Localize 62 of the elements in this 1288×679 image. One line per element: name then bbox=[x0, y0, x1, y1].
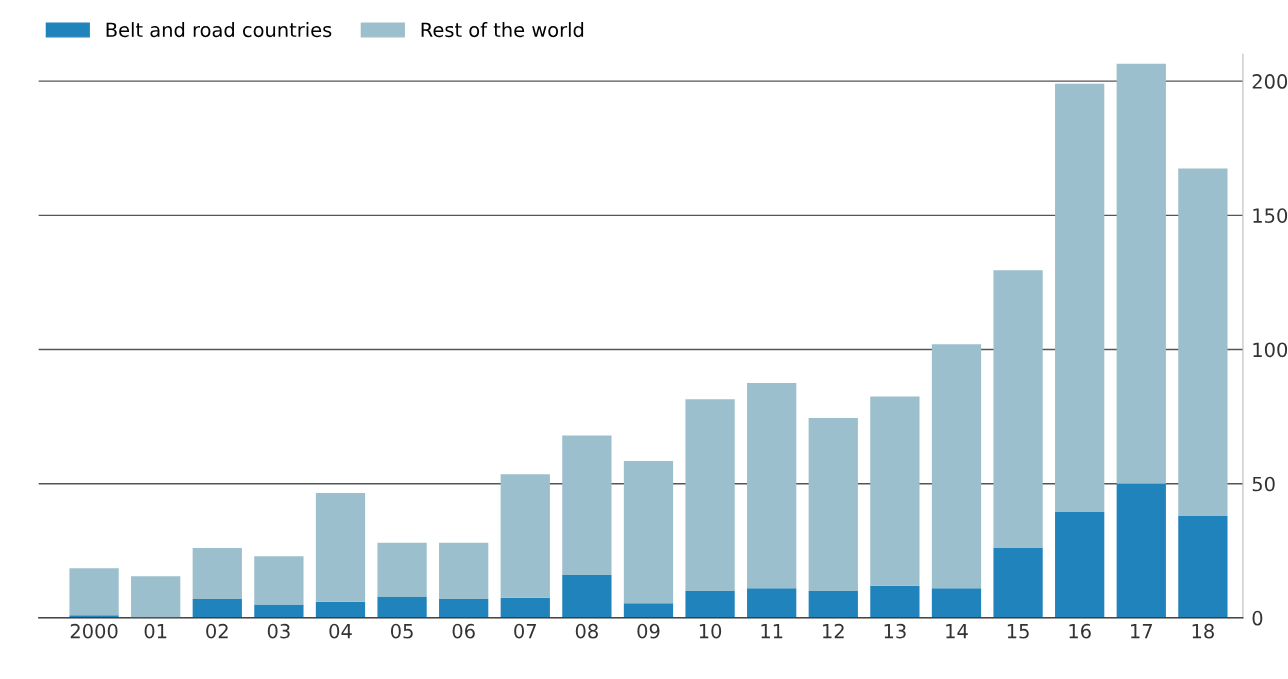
x-tick-label: 02 bbox=[206, 623, 228, 639]
x-tick-label: 12 bbox=[823, 623, 844, 639]
x-tick-label: 10 bbox=[699, 623, 722, 639]
bar bbox=[500, 597, 550, 618]
bar bbox=[254, 556, 304, 605]
y-tick-label: 0 bbox=[1252, 610, 1263, 626]
y-tick-label: 150 bbox=[1253, 208, 1288, 223]
bar bbox=[254, 604, 304, 618]
bar bbox=[562, 435, 612, 575]
bar bbox=[377, 542, 427, 597]
bar bbox=[685, 591, 735, 618]
bar bbox=[870, 585, 920, 618]
y-tick-label: 100 bbox=[1253, 342, 1288, 358]
bar bbox=[747, 383, 797, 589]
y-tick-label: 200 bbox=[1252, 74, 1288, 89]
bar bbox=[439, 599, 489, 618]
x-tick-label: 03 bbox=[267, 623, 290, 639]
bar bbox=[1055, 83, 1105, 512]
x-tick-label: 16 bbox=[1069, 623, 1091, 639]
bar bbox=[623, 603, 674, 618]
bar bbox=[931, 344, 982, 589]
bar bbox=[439, 542, 489, 600]
x-tick-label: 08 bbox=[575, 623, 598, 639]
bar bbox=[69, 568, 119, 616]
bar bbox=[993, 270, 1043, 549]
x-tick-label: 04 bbox=[329, 623, 352, 639]
x-tick-label: 01 bbox=[144, 623, 167, 639]
bar bbox=[1178, 515, 1228, 618]
bar bbox=[931, 588, 982, 618]
bar bbox=[192, 548, 242, 600]
bar bbox=[192, 599, 242, 618]
bar bbox=[131, 576, 181, 618]
x-tick-label: 18 bbox=[1192, 623, 1214, 639]
x-tick-label: 07 bbox=[514, 623, 536, 639]
bar bbox=[808, 591, 858, 618]
x-tick-label: 13 bbox=[884, 623, 906, 639]
x-tick-label: 17 bbox=[1131, 624, 1152, 639]
x-tick-label: 06 bbox=[452, 623, 475, 639]
bar bbox=[808, 417, 858, 592]
bar bbox=[500, 474, 550, 598]
bar bbox=[562, 574, 612, 618]
bar bbox=[377, 596, 427, 618]
legend-label: Rest of the world bbox=[421, 22, 584, 38]
x-tick-label: 05 bbox=[390, 623, 413, 639]
x-tick-label: 11 bbox=[761, 624, 783, 639]
x-tick-label: 2000 bbox=[70, 623, 118, 639]
legend-label: Belt and road countries bbox=[106, 22, 332, 38]
bar bbox=[1055, 511, 1105, 618]
x-tick-label: 14 bbox=[946, 624, 968, 639]
bar bbox=[315, 601, 366, 618]
x-tick-label: 15 bbox=[1007, 624, 1029, 639]
bar bbox=[1116, 483, 1166, 618]
bar bbox=[993, 548, 1043, 618]
bar bbox=[870, 396, 920, 586]
y-tick-label: 50 bbox=[1252, 476, 1275, 492]
bar bbox=[1116, 63, 1166, 484]
bar bbox=[747, 588, 797, 618]
bar bbox=[315, 493, 366, 602]
bar bbox=[685, 399, 735, 592]
bar bbox=[1178, 168, 1228, 516]
bar bbox=[623, 460, 674, 604]
x-tick-label: 09 bbox=[637, 623, 660, 639]
